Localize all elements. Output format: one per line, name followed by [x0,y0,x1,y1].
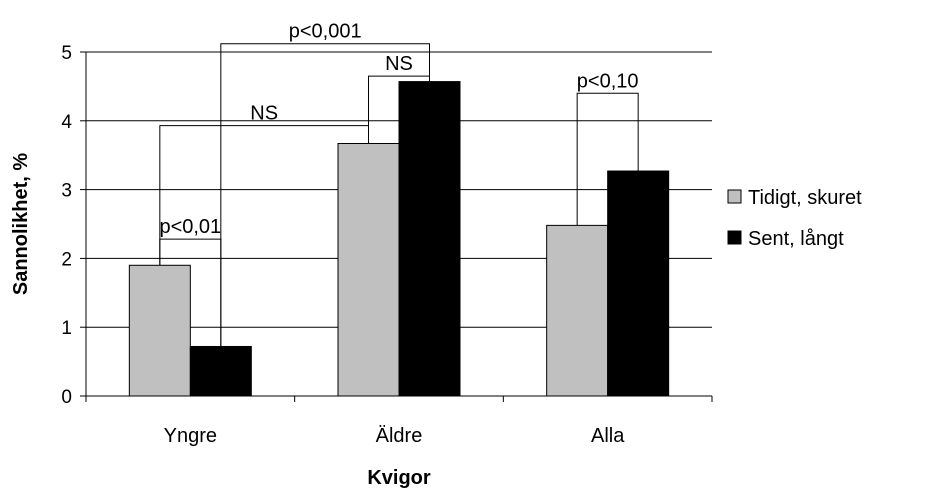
x-category-labels: Yngre Äldre Alla [164,425,626,447]
axes [80,51,713,402]
y-tick-label: 0 [61,387,72,408]
x-axis-title: Kvigor [367,467,431,489]
bar [607,170,670,397]
bracket-line [220,43,430,347]
bar [128,264,191,397]
legend-label: Sent, långt [748,228,844,250]
significance-label: NS [250,103,278,125]
y-tick-label: 1 [61,318,72,339]
legend-label: Tidigt, skuret [748,187,862,209]
legend-swatch [727,230,742,245]
bracket-line [576,92,639,226]
bar [546,224,609,397]
legend-swatch [727,189,742,204]
y-tick-label: 3 [61,181,72,202]
x-category-label: Alla [591,425,625,447]
significance-label: p<0,001 [289,21,362,43]
significance-bracket: NS [159,103,369,266]
x-category-label: Äldre [376,425,423,447]
legend-item: Tidigt, skuret [727,187,862,209]
significance-bracket: NS [368,53,430,144]
legend-item: Sent, långt [727,228,844,250]
x-category-label: Yngre [164,425,217,447]
significance-bracket: p<0,10 [576,70,639,226]
significance-label: NS [385,53,413,75]
significance-label: p<0,10 [577,70,639,92]
significance-bracket: p<0,001 [220,21,430,347]
bar [189,345,252,397]
bracket-line [368,75,430,144]
bars [128,81,670,397]
y-tick-labels: 0 1 2 3 4 5 [61,43,72,408]
y-axis-title: Sannolikhet, % [10,153,32,295]
bar [337,143,400,397]
significance-label: p<0,01 [159,216,221,238]
y-tick-label: 2 [61,249,72,270]
y-tick-label: 5 [61,43,72,64]
y-tick-label: 4 [61,112,72,133]
legend: Tidigt, skuret Sent, långt [727,187,862,250]
significance-brackets: p<0,01 NS p<0,001 NS p<0,10 [159,21,639,347]
bracket-line [159,125,369,266]
bar [398,81,461,397]
